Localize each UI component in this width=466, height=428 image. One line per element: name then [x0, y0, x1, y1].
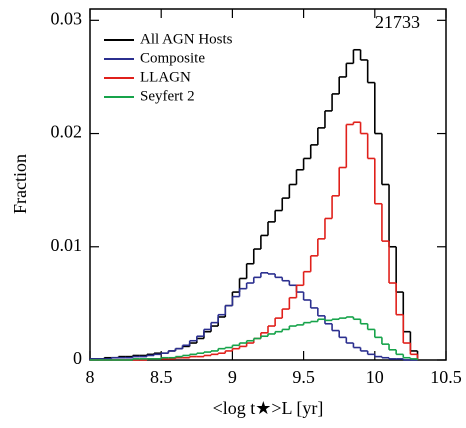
annotation: 21733	[375, 12, 420, 32]
y-tick-label: 0.02	[51, 122, 83, 142]
y-tick-label: 0.03	[51, 8, 83, 28]
x-tick-label: 9	[228, 367, 237, 387]
legend-label: All AGN Hosts	[140, 31, 233, 47]
x-tick-label: 8	[86, 367, 95, 387]
legend-label: Seyfert 2	[140, 88, 195, 104]
y-tick-label: 0.01	[51, 235, 83, 255]
plot-frame	[89, 8, 447, 361]
legend-label: Composite	[140, 50, 205, 66]
x-tick-label: 10.5	[430, 367, 462, 387]
legend-label: LLAGN	[140, 69, 191, 85]
x-tick-label: 8.5	[150, 367, 173, 387]
y-axis-label: Fraction	[10, 154, 30, 214]
y-tick-label: 0	[73, 348, 82, 368]
x-tick-label: 10	[366, 367, 384, 387]
x-tick-label: 9.5	[292, 367, 315, 387]
x-axis-label: <log t★>L [yr]	[213, 398, 324, 418]
